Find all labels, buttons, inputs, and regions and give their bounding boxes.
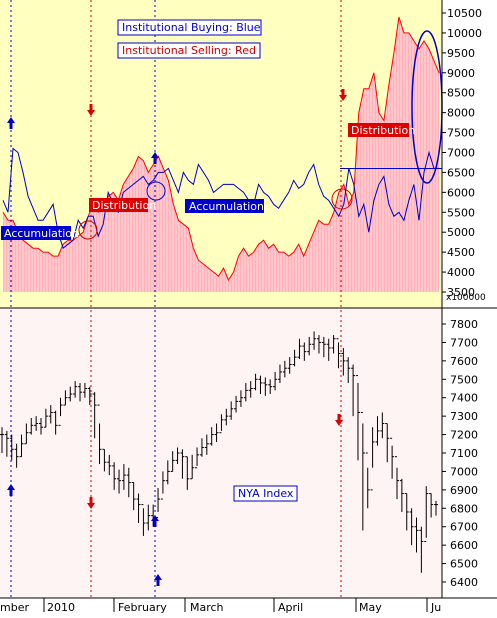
up-arrow-icon: [151, 152, 159, 164]
annotation-label: Accumulation: [4, 227, 79, 240]
x-label-6: Ju: [430, 601, 441, 614]
y-tick-label: 6000: [447, 186, 475, 199]
annotation-box: [1, 226, 71, 240]
y-tick-label: 7500: [447, 127, 475, 140]
up-arrow-icon: [7, 117, 15, 129]
y-tick-label: 7300: [450, 410, 478, 423]
down-arrow-icon: [339, 89, 347, 101]
y-tick-label: 6700: [450, 521, 478, 534]
x-label-4: April: [278, 601, 303, 614]
y-tick-label: 10000: [447, 27, 482, 40]
highlight-circle: [331, 188, 353, 210]
selling-area: [3, 17, 439, 292]
y-tick-label: 3500: [447, 286, 475, 299]
buying-line: [2, 147, 439, 250]
y-tick-label: 7200: [450, 429, 478, 442]
annotation-label: Accumulation: [189, 200, 264, 213]
up-arrow-icon: [151, 515, 159, 527]
selling-line: [2, 16, 440, 282]
y-tick-label: 4000: [447, 266, 475, 279]
y-tick-label: 7800: [450, 318, 478, 331]
y-multiplier: x100000: [446, 293, 486, 303]
bottom-panel-bg: [0, 308, 442, 598]
legend-buying: Institutional Buying: Blue: [122, 21, 261, 34]
y-tick-label: 7000: [450, 465, 478, 478]
highlight-circle: [78, 220, 98, 240]
y-tick-label: 9500: [447, 47, 475, 60]
x-label-5: May: [359, 601, 382, 614]
y-tick-label: 7400: [450, 392, 478, 405]
nya-label-group: NYA Index: [233, 485, 298, 502]
up-arrow-icon: [7, 484, 15, 496]
legend: Institutional Buying: Blue Institutional…: [117, 19, 262, 59]
x-axis-labels: mber 2010 February March April May Ju: [0, 601, 441, 614]
annotation-label: Distribution: [92, 199, 156, 212]
annotation-box: [89, 198, 148, 212]
y-tick-label: 8000: [447, 107, 475, 120]
up-arrow-icon: [154, 574, 162, 586]
annotation-box: [185, 199, 264, 213]
legend-selling: Institutional Selling: Red: [122, 44, 256, 57]
nya-label-box: [233, 485, 298, 502]
y-tick-label: 7600: [450, 355, 478, 368]
y-tick-label: 8500: [447, 87, 475, 100]
x-label-0: mber: [0, 601, 29, 614]
annotation-distribution-2: Distribution: [348, 123, 415, 137]
down-arrow-icon: [87, 497, 95, 509]
y-tick-label: 6500: [450, 558, 478, 571]
y-tick-label: 5000: [447, 226, 475, 239]
y-tick-label: 4500: [447, 246, 475, 259]
y-tick-label: 7000: [447, 147, 475, 160]
x-label-2: February: [118, 601, 167, 614]
legend-box-blue: [117, 19, 262, 36]
y-tick-label: 7500: [450, 373, 478, 386]
y-tick-label: 6500: [447, 166, 475, 179]
annotation-box: [348, 123, 409, 137]
y-tick-label: 5500: [447, 206, 475, 219]
y-tick-label: 6900: [450, 484, 478, 497]
y-tick-label: 6400: [450, 576, 478, 589]
x-label-1: 2010: [47, 601, 75, 614]
down-arrow-icon: [87, 104, 95, 116]
nya-label: NYA Index: [238, 487, 294, 500]
top-panel: [1, 16, 443, 292]
annotation-accumulation-2: Accumulation: [185, 199, 264, 213]
y-tick-label: 10500: [447, 7, 482, 20]
x-label-3: March: [190, 601, 224, 614]
y-tick-label: 7700: [450, 336, 478, 349]
annotation-distribution-1: Distribution: [89, 198, 156, 212]
y-tick-label: 6800: [450, 502, 478, 515]
y-tick-label: 7100: [450, 447, 478, 460]
y-tick-label: 6600: [450, 539, 478, 552]
y-tick-label: 9000: [447, 67, 475, 80]
down-arrow-icon: [335, 414, 343, 426]
annotation-label: Distribution: [351, 124, 415, 137]
highlight-circle: [146, 181, 166, 201]
legend-box-red: [117, 42, 261, 59]
annotation-accumulation-1: Accumulation: [1, 226, 79, 240]
